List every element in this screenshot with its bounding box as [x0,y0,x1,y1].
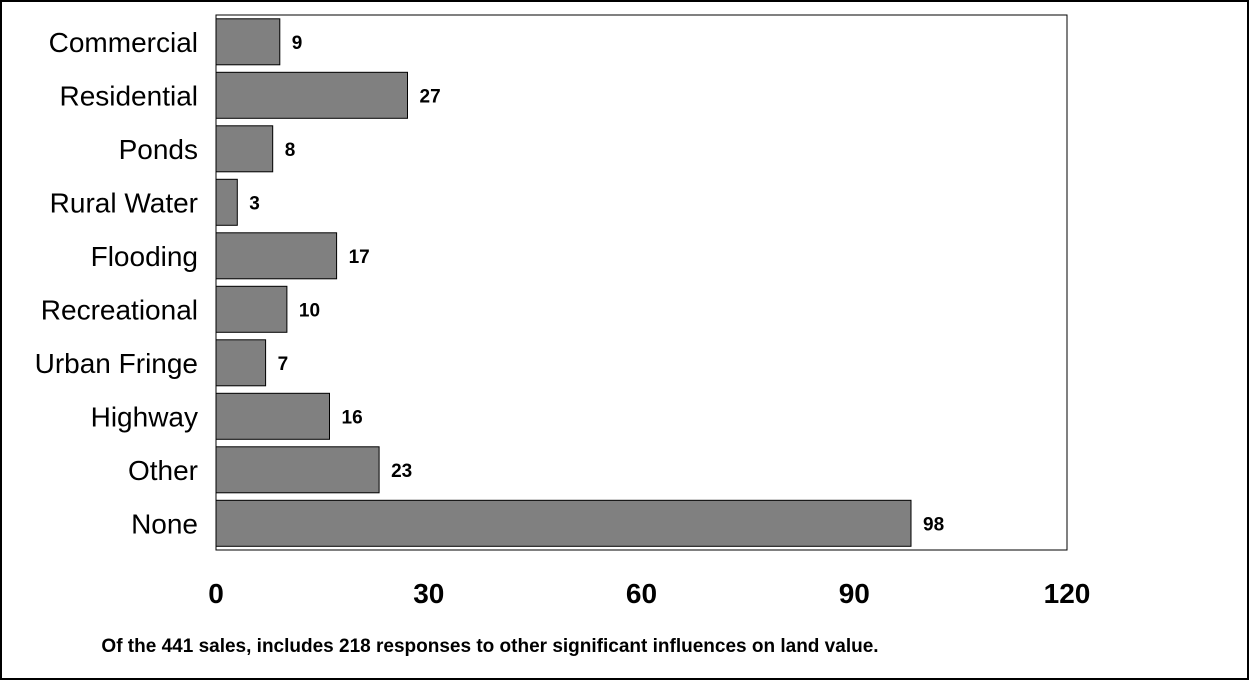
category-label-commercial: Commercial [49,27,198,58]
value-label-flooding: 17 [349,247,370,268]
x-tick-label: 30 [413,578,444,609]
category-label-flooding: Flooding [91,241,198,272]
category-labels: Commercial Residential Ponds Rural Water Flo… [35,27,198,539]
x-tick-label: 60 [626,578,657,609]
value-label-commercial: 9 [292,33,303,54]
category-label-urban-fringe: Urban Fringe [35,348,198,379]
bar-ponds [215,125,274,173]
bar-none [215,499,912,547]
bar-urban-fringe [215,339,267,387]
category-label-ponds: Ponds [119,134,198,165]
bar-chart: Commercial Residential Ponds Rural Water Flo… [35,14,1090,609]
x-axis-tick-labels: 0 30 60 90 120 [208,578,1090,609]
bar-other [215,446,380,494]
value-label-recreational: 10 [299,300,320,321]
value-labels: 9 27 8 3 17 10 7 16 23 98 [249,33,944,535]
bar-highway [215,392,330,440]
bars-layer [215,18,912,547]
category-label-other: Other [128,455,198,486]
value-label-rural-water: 3 [249,193,260,214]
chart-caption: Of the 441 sales, includes 218 responses… [101,636,879,657]
category-label-rural-water: Rural Water [50,187,198,218]
value-label-none: 98 [923,514,944,535]
category-label-residential: Residential [59,80,198,111]
x-tick-label: 0 [208,578,224,609]
value-label-residential: 27 [420,86,441,107]
bar-recreational [215,285,288,333]
value-label-other: 23 [391,461,412,482]
value-label-ponds: 8 [285,140,296,161]
bar-residential [215,71,408,119]
bar-rural-water [215,178,238,226]
category-label-highway: Highway [91,401,198,432]
x-tick-label: 120 [1044,578,1091,609]
x-tick-label: 90 [839,578,870,609]
category-label-none: None [131,508,198,539]
bar-flooding [215,232,338,280]
bar-commercial [215,18,281,66]
value-label-highway: 16 [342,407,363,428]
value-label-urban-fringe: 7 [278,354,289,375]
category-label-recreational: Recreational [41,294,198,325]
